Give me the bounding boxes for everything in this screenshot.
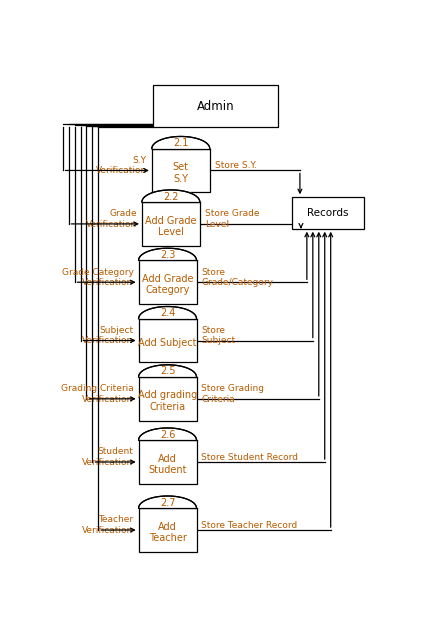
Text: 2.2: 2.2 [163, 192, 178, 201]
Text: Store Grade
Level: Store Grade Level [204, 209, 259, 229]
Text: Add grading
Criteria: Add grading Criteria [138, 391, 197, 412]
Text: 2.1: 2.1 [173, 138, 188, 148]
Text: Grading Criteria
Verification: Grading Criteria Verification [61, 384, 133, 404]
Polygon shape [138, 307, 196, 319]
Text: Set
S.Y: Set S.Y [173, 162, 188, 184]
Text: 2.3: 2.3 [159, 250, 175, 260]
Polygon shape [138, 496, 196, 508]
Text: Add
Teacher: Add Teacher [148, 522, 186, 543]
Text: Grade Category
Verification: Grade Category Verification [62, 268, 133, 287]
Bar [138, 377, 196, 421]
Bar [141, 202, 199, 245]
Text: Store Grading
Criteria: Store Grading Criteria [201, 384, 264, 404]
Text: Admin: Admin [196, 100, 234, 112]
Polygon shape [138, 365, 196, 377]
Text: Add Grade
Level: Add Grade Level [145, 216, 196, 237]
Text: 2.7: 2.7 [159, 498, 175, 508]
Polygon shape [138, 248, 196, 261]
Text: Teacher
Verification: Teacher Verification [82, 516, 133, 535]
Bar [138, 261, 196, 304]
Polygon shape [138, 428, 196, 440]
Text: Records: Records [307, 208, 348, 218]
Text: S.Y
Verification: S.Y Verification [95, 156, 147, 175]
Text: Grade
Verification: Grade Verification [86, 209, 137, 229]
Bar [138, 319, 196, 362]
Text: Subject
Verification: Subject Verification [82, 326, 133, 345]
Polygon shape [141, 190, 199, 202]
Bar [138, 440, 196, 484]
Text: 2.6: 2.6 [159, 430, 175, 440]
Bar [153, 85, 278, 127]
Text: 2.4: 2.4 [159, 308, 175, 318]
Polygon shape [152, 136, 209, 149]
Text: Store S.Y.: Store S.Y. [214, 161, 256, 170]
Text: Add Subject: Add Subject [138, 338, 196, 348]
Text: Add Grade
Category: Add Grade Category [141, 274, 193, 295]
Bar [138, 508, 196, 552]
Text: Store
Subject: Store Subject [201, 326, 235, 345]
Text: Store Student Record: Store Student Record [201, 452, 298, 462]
Text: Add
Student: Add Student [148, 454, 186, 475]
Bar [291, 197, 364, 229]
Bar [152, 149, 209, 192]
Text: Student
Verification: Student Verification [82, 447, 133, 467]
Text: 2.5: 2.5 [159, 367, 175, 377]
Text: Store Teacher Record: Store Teacher Record [201, 521, 297, 529]
Text: Store
Grade/Category: Store Grade/Category [201, 268, 273, 287]
